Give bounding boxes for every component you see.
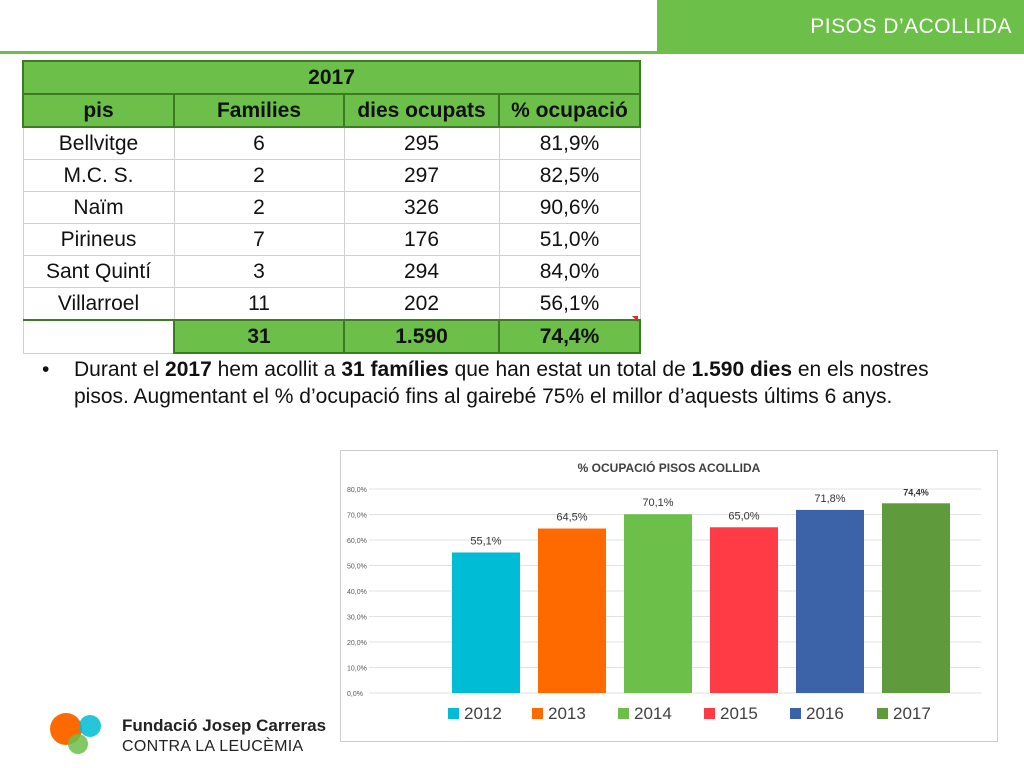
bar (882, 503, 950, 693)
legend-label: 2017 (893, 704, 931, 723)
y-tick-label: 70,0% (347, 513, 367, 520)
cell-families: 7 (173, 223, 345, 256)
data-label: 64,5% (556, 512, 587, 524)
cell-total-ocupacio: 74,4% (497, 319, 642, 354)
occupancy-chart: % OCUPACIÓ PISOS ACOLLIDA 0,0% 10,0% 20,0% 3… (340, 450, 998, 742)
legend-swatch (532, 708, 543, 719)
cell-families: 11 (173, 287, 345, 321)
cell-ocupacio: 81,9% (498, 126, 641, 160)
cell-comment-marker-icon (632, 316, 638, 322)
legend-label: 2016 (806, 704, 844, 723)
cell-dies: 294 (343, 255, 500, 288)
cell-families: 2 (173, 159, 345, 192)
y-tick-label: 50,0% (347, 564, 367, 571)
bar (624, 514, 692, 693)
cell-pis: M.C. S. (22, 159, 175, 192)
legend-label: 2014 (634, 704, 672, 723)
cell-pis: Naïm (22, 191, 175, 224)
bullet-icon: • (42, 358, 50, 381)
bar (452, 552, 520, 693)
cell-dies: 176 (343, 223, 500, 256)
page-title: PISOS D’ACOLLIDA (657, 0, 1024, 54)
legend-swatch (877, 708, 888, 719)
table-row: Villarroel 11 202 56,1% (22, 287, 641, 321)
logo-text: Fundació Josep Carreras CONTRA LA LEUCÈM… (122, 716, 326, 756)
table-row: Naïm 2 326 90,6% (22, 191, 641, 224)
cell-dies: 295 (343, 126, 500, 160)
occupancy-table: 2017 pis Families dies ocupats % ocupaci… (21, 60, 642, 354)
cell-pis: Bellvitge (22, 126, 175, 160)
data-label: 65,0% (728, 510, 759, 522)
legend-label: 2015 (720, 704, 758, 723)
cell-ocupacio: 82,5% (498, 159, 641, 192)
data-label: 74,4% (903, 487, 929, 497)
summary-text: Durant el 2017 hem acollit a 31 famílies… (74, 358, 929, 408)
column-header: Families (173, 93, 345, 128)
cell-ocupacio: 90,6% (498, 191, 641, 224)
data-label: 55,1% (470, 535, 501, 547)
legend-label: 2012 (464, 704, 502, 723)
table-row: M.C. S. 2 297 82,5% (22, 159, 641, 192)
logo-tagline: CONTRA LA LEUCÈMIA (122, 738, 304, 755)
chart-canvas: % OCUPACIÓ PISOS ACOLLIDA 0,0% 10,0% 20,0% 3… (347, 460, 981, 723)
cell-ocupacio: 51,0% (498, 223, 641, 256)
header-rule (0, 51, 657, 54)
bar (538, 528, 606, 693)
cell-dies: 202 (343, 287, 500, 321)
table-year-header: 2017 (21, 60, 642, 95)
y-tick-label: 20,0% (347, 640, 367, 647)
y-tick-label: 0,0% (347, 691, 363, 698)
data-label: 71,8% (814, 493, 845, 505)
y-tick-label: 30,0% (347, 615, 367, 622)
legend-swatch (448, 708, 459, 719)
cell-ocupacio: 84,0% (498, 255, 641, 288)
chart-title: % OCUPACIÓ PISOS ACOLLIDA (578, 460, 761, 475)
table-row: Sant Quintí 3 294 84,0% (22, 255, 641, 288)
cell-dies: 326 (343, 191, 500, 224)
cell-families: 6 (173, 126, 345, 160)
cell-dies: 297 (343, 159, 500, 192)
column-header: dies ocupats (343, 93, 500, 128)
y-tick-label: 80,0% (347, 487, 367, 494)
legend-swatch (618, 708, 629, 719)
cell-pis: Pirineus (22, 223, 175, 256)
cell-total-dies: 1.590 (343, 319, 500, 354)
cell-families: 2 (173, 191, 345, 224)
cell-ocupacio: 56,1% (498, 287, 641, 321)
table-row: Pirineus 7 176 51,0% (22, 223, 641, 256)
column-header: % ocupació (497, 93, 642, 128)
summary-paragraph: • Durant el 2017 hem acollit a 31 famíli… (42, 356, 972, 410)
y-tick-label: 40,0% (347, 589, 367, 596)
logo-name: Fundació Josep Carreras (122, 716, 327, 735)
table-row: Bellvitge 6 295 81,9% (22, 126, 641, 160)
y-tick-label: 60,0% (347, 538, 367, 545)
legend-label: 2013 (548, 704, 586, 723)
cell-families: 3 (173, 255, 345, 288)
total-row: 31 1.590 74,4% (22, 319, 642, 354)
data-label: 70,1% (642, 497, 673, 509)
legend-swatch (790, 708, 801, 719)
y-tick-label: 10,0% (347, 666, 367, 673)
legend-swatch (704, 708, 715, 719)
bar (710, 527, 778, 693)
logo-icon (50, 713, 101, 754)
cell-total-label (22, 319, 175, 354)
bar (796, 509, 864, 693)
cell-pis: Sant Quintí (22, 255, 175, 288)
cell-total-families: 31 (173, 319, 345, 354)
column-header: pis (22, 93, 175, 128)
cell-pis: Villarroel (22, 287, 175, 321)
